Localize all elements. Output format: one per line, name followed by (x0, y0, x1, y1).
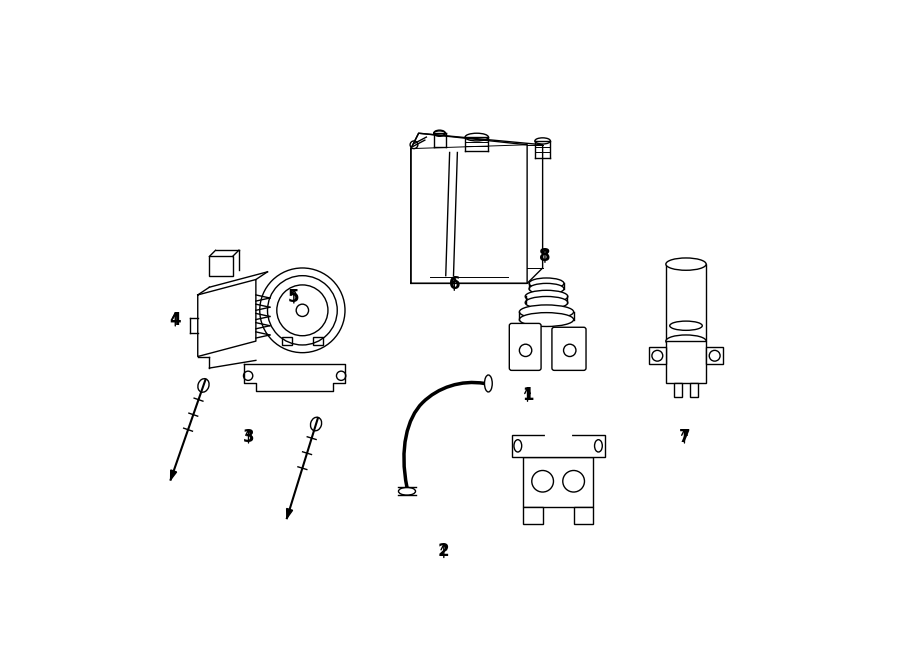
Circle shape (709, 350, 720, 361)
Bar (313, 337, 322, 345)
Ellipse shape (666, 335, 706, 347)
Ellipse shape (514, 440, 522, 452)
Ellipse shape (670, 321, 702, 330)
Ellipse shape (519, 313, 573, 327)
FancyBboxPatch shape (509, 323, 541, 370)
Text: 7: 7 (679, 428, 690, 446)
Bar (706, 347, 724, 364)
FancyBboxPatch shape (552, 327, 586, 370)
Ellipse shape (666, 258, 706, 270)
Bar (511, 435, 605, 457)
Ellipse shape (519, 305, 573, 319)
Bar (666, 341, 706, 383)
Text: 6: 6 (448, 275, 460, 293)
Ellipse shape (198, 379, 209, 392)
Text: 1: 1 (522, 386, 534, 404)
Bar (666, 264, 706, 341)
Circle shape (532, 471, 554, 492)
Bar (523, 457, 593, 507)
Bar (283, 337, 292, 345)
Circle shape (562, 471, 584, 492)
Ellipse shape (529, 284, 564, 294)
Ellipse shape (465, 134, 489, 141)
Bar (690, 383, 698, 397)
Text: 2: 2 (438, 542, 450, 561)
Ellipse shape (529, 278, 564, 289)
Ellipse shape (595, 440, 602, 452)
Polygon shape (171, 470, 176, 480)
Circle shape (563, 344, 576, 356)
Ellipse shape (310, 417, 321, 431)
Ellipse shape (434, 131, 446, 136)
Circle shape (519, 344, 532, 356)
Bar (573, 507, 593, 524)
Text: 8: 8 (539, 247, 551, 265)
Bar (649, 347, 666, 364)
Ellipse shape (526, 290, 568, 303)
Bar (674, 383, 682, 397)
Circle shape (652, 350, 662, 361)
Circle shape (410, 141, 418, 149)
Text: 4: 4 (169, 311, 181, 329)
Ellipse shape (399, 487, 416, 495)
Polygon shape (286, 508, 292, 518)
Text: 5: 5 (288, 288, 300, 306)
Ellipse shape (535, 138, 551, 144)
Ellipse shape (526, 297, 568, 309)
Bar (210, 256, 232, 276)
Ellipse shape (484, 375, 492, 392)
Text: 3: 3 (243, 428, 255, 446)
Bar (523, 507, 543, 524)
